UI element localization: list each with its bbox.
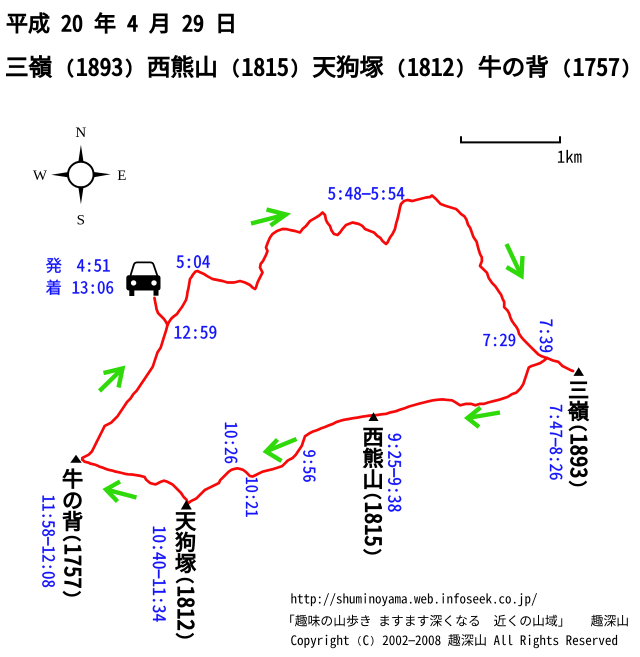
svg-text:N: N [75,125,86,141]
svg-text:E: E [117,168,126,184]
svg-text:S: S [77,213,85,229]
svg-text:W: W [33,168,48,184]
